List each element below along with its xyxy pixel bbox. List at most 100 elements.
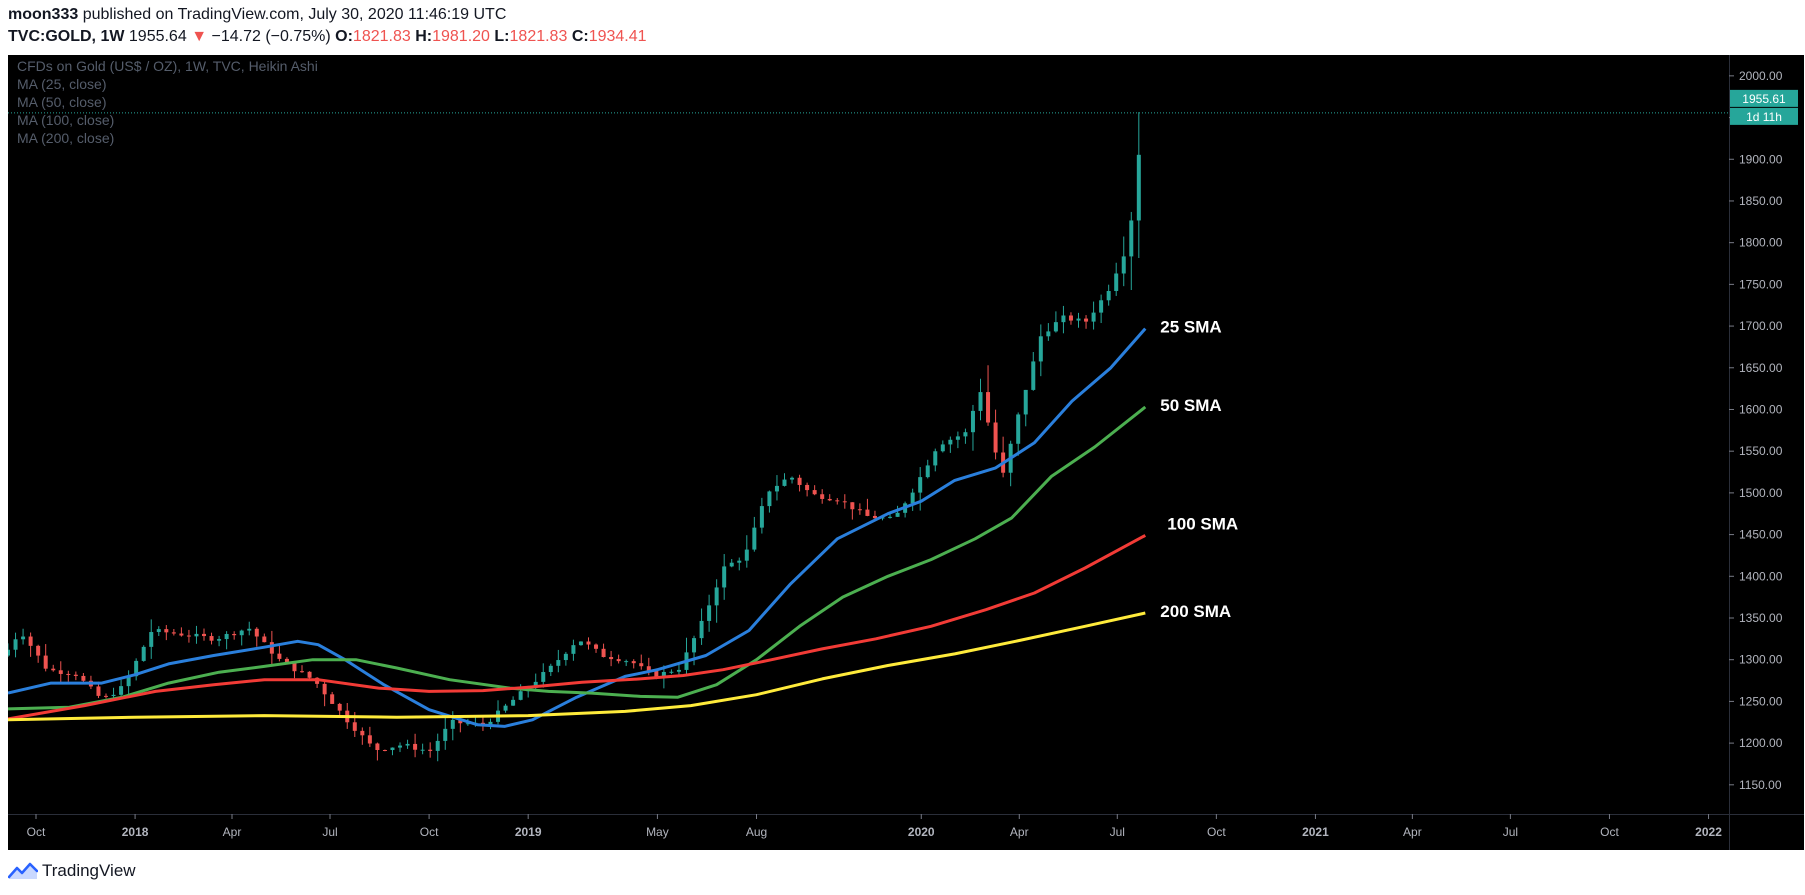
y-tick-label: 1750.00 (1739, 277, 1783, 291)
candle-body (797, 477, 802, 485)
sma-annotation: 25 SMA (1160, 318, 1221, 337)
candle-body (179, 633, 184, 636)
candle-body (209, 636, 214, 641)
x-tick-label: Jul (1503, 825, 1518, 839)
candle-body (820, 494, 825, 499)
sma-annotations: 25 SMA 50 SMA 100 SMA 200 SMA (1160, 318, 1238, 621)
candle-body (36, 645, 41, 656)
candle-body (616, 659, 621, 662)
sma-line (8, 327, 1147, 728)
publish-info: moon333 published on TradingView.com, Ju… (8, 6, 506, 24)
close-label: C: (571, 28, 589, 45)
candle-body (805, 484, 810, 491)
candle-body (842, 501, 847, 503)
candle-body (435, 740, 440, 751)
candle-body (827, 498, 832, 501)
candles-layer (8, 112, 1141, 762)
candle-body (978, 392, 983, 411)
candle-body (699, 620, 704, 639)
candle-body (872, 515, 877, 519)
y-tick-label: 1700.00 (1739, 319, 1783, 333)
candle-body (360, 730, 365, 736)
candle-body (1023, 389, 1028, 415)
candle-body (835, 500, 840, 502)
candle-body (134, 660, 139, 677)
legend-title: CFDs on Gold (US$ / OZ), 1W, TVC, Heikin… (17, 58, 318, 74)
candle-body (194, 633, 199, 637)
candle-body (224, 633, 229, 640)
sma-annotation: 200 SMA (1160, 602, 1231, 621)
low-label: L: (494, 28, 510, 45)
candle-body (986, 392, 991, 423)
candle-body (111, 694, 116, 697)
candle-body (488, 721, 493, 725)
legend-item[interactable]: MA (200, close) (17, 130, 114, 146)
candle-body (548, 665, 553, 673)
candle-body (759, 506, 764, 528)
y-tick-label: 1150.00 (1739, 778, 1782, 792)
chart-area[interactable]: 25 SMA 50 SMA 100 SMA 200 SMA CFDs on Gold … (8, 55, 1804, 850)
sma-annotation: 50 SMA (1160, 396, 1221, 415)
candle-body (367, 735, 372, 744)
price-tag-value: 1955.61 (1742, 92, 1786, 106)
x-tick-label: 2020 (908, 825, 935, 839)
candle-body (390, 747, 395, 751)
price-tag-box (1730, 89, 1798, 107)
candle-body (465, 723, 470, 725)
close-value: 1934.41 (588, 28, 647, 45)
candle-body (141, 646, 146, 661)
tradingview-footer[interactable]: TradingView (8, 861, 136, 881)
candle-body (1114, 273, 1119, 291)
candle-body (594, 644, 599, 649)
candle-body (714, 587, 719, 606)
candle-body (21, 636, 26, 640)
candle-body (1038, 336, 1043, 362)
y-tick-label: 1200.00 (1739, 736, 1783, 750)
candle-body (888, 516, 893, 518)
candle-body (375, 743, 380, 750)
open-value: 1821.83 (352, 28, 411, 45)
candle-body (58, 670, 63, 674)
legend-item[interactable]: MA (50, close) (17, 94, 106, 110)
price-chart[interactable]: 25 SMA 50 SMA 100 SMA 200 SMA CFDs on Gold … (8, 55, 1804, 850)
sma-layer (8, 327, 1147, 728)
candle-body (774, 485, 779, 492)
y-tick-label: 1500.00 (1739, 486, 1783, 500)
price-axis: 1150.00 1200.00 1250.00 1300.00 1350.00 1400.… (1729, 69, 1783, 792)
candle-body (518, 691, 523, 700)
price-tag: 1955.61 1d 11h (1730, 89, 1798, 125)
x-tick-label: Oct (1600, 825, 1619, 839)
candle-body (104, 695, 109, 697)
candle-body (541, 672, 546, 682)
candle-body (631, 661, 636, 664)
candle-body (458, 719, 463, 724)
countdown-value: 1d 11h (1746, 110, 1782, 124)
candle-body (895, 512, 900, 517)
candle-body (729, 562, 734, 567)
legend-item[interactable]: MA (25, close) (17, 76, 106, 92)
candle-body (398, 745, 403, 748)
author-name[interactable]: moon333 (8, 6, 79, 23)
candle-body (1046, 331, 1051, 337)
price-change: −14.72 (−0.75%) (211, 28, 331, 45)
ohlc-line: TVC:GOLD, 1W 1955.64 ▼ −14.72 (−0.75%) O… (8, 28, 647, 46)
candle-body (857, 509, 862, 511)
last-price: 1955.64 (128, 28, 187, 45)
legend-item[interactable]: MA (100, close) (17, 112, 114, 128)
candle-body (601, 648, 606, 658)
chart-legend: CFDs on Gold (US$ / OZ), 1W, TVC, Heikin… (17, 58, 318, 146)
candle-body (556, 660, 561, 666)
y-tick-label: 1800.00 (1739, 236, 1783, 250)
candle-body (563, 653, 568, 661)
candle-body (933, 451, 938, 466)
candle-body (171, 632, 176, 634)
candle-body (639, 663, 644, 667)
candle-body (428, 749, 433, 751)
x-tick-label: Oct (420, 825, 439, 839)
candle-body (1068, 315, 1073, 321)
down-arrow-icon: ▼ (191, 28, 208, 45)
candle-body (993, 422, 998, 453)
candle-body (13, 639, 18, 650)
candle-body (307, 671, 312, 678)
x-tick-label: Oct (1207, 825, 1226, 839)
